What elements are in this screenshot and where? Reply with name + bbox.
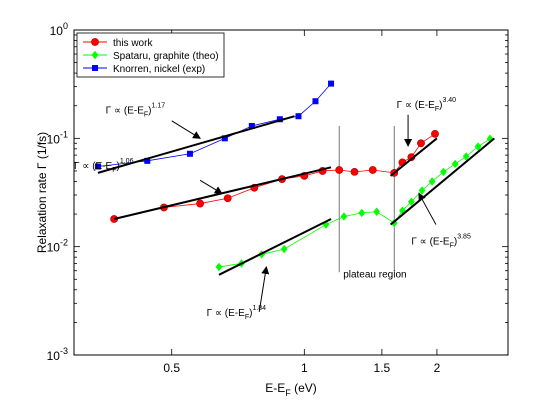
series-point bbox=[358, 208, 366, 218]
legend-marker bbox=[91, 50, 99, 60]
x-tick-label: 1.5 bbox=[374, 361, 391, 375]
series-point bbox=[144, 157, 151, 164]
series-point bbox=[431, 129, 439, 138]
y-axis-title: Relaxation rate Γ (1/fs) bbox=[35, 132, 49, 253]
y-tick-label: 10-3 bbox=[47, 346, 68, 363]
plateau-region-label: plateau region bbox=[343, 269, 406, 280]
series-point bbox=[407, 197, 415, 206]
x-tick-label: 2 bbox=[434, 361, 441, 375]
series-point bbox=[248, 122, 255, 129]
power-law-annotation: Γ ∝ (E-EF)1.17 bbox=[106, 102, 166, 118]
series-point bbox=[186, 150, 193, 157]
series-point bbox=[94, 163, 101, 170]
series-point bbox=[196, 199, 205, 208]
series-point bbox=[428, 177, 436, 186]
y-tick-label: 10-1 bbox=[47, 129, 68, 146]
legend-entry-label: Knorren, nickel (exp) bbox=[113, 64, 205, 75]
series-point bbox=[328, 80, 335, 87]
series-point bbox=[418, 186, 426, 195]
fit-line bbox=[218, 218, 332, 276]
series-point bbox=[474, 142, 482, 151]
series-point bbox=[295, 113, 302, 120]
annotation-arrow bbox=[418, 192, 437, 225]
plot-area bbox=[74, 30, 508, 355]
series-point bbox=[280, 244, 288, 254]
series-point bbox=[368, 166, 377, 174]
x-tick-label: 0.5 bbox=[163, 361, 180, 375]
annotation-arrow bbox=[258, 265, 270, 312]
power-law-annotation: Γ ∝ (E-EF)1.06 bbox=[74, 158, 134, 174]
annotation-arrow bbox=[199, 179, 223, 194]
power-law-annotation: Γ ∝ (E-EF)3.85 bbox=[411, 233, 471, 249]
series-point bbox=[350, 167, 359, 176]
annotation-arrow bbox=[171, 120, 201, 139]
series-point bbox=[276, 116, 283, 123]
series-point bbox=[417, 139, 425, 148]
axes-frame bbox=[73, 29, 509, 356]
legend-marker bbox=[91, 38, 99, 46]
series-point bbox=[221, 135, 228, 142]
series-point bbox=[335, 166, 344, 174]
series-point bbox=[451, 159, 459, 169]
y-tick-label: 10-2 bbox=[47, 238, 68, 255]
fit-line bbox=[389, 137, 438, 177]
series-point bbox=[462, 152, 470, 161]
legend-marker bbox=[92, 65, 98, 71]
x-tick-label: 1 bbox=[301, 361, 308, 375]
y-tick-label: 100 bbox=[50, 21, 68, 38]
series-line bbox=[114, 133, 436, 220]
fit-line bbox=[389, 137, 495, 226]
legend-entry-label: Spataru, graphite (theo) bbox=[113, 51, 219, 62]
power-law-annotation: Γ ∝ (E-EF)3.40 bbox=[397, 97, 457, 113]
series-point bbox=[440, 167, 447, 177]
series-point bbox=[223, 194, 232, 203]
x-axis-title: E-EF (eV) bbox=[265, 381, 317, 398]
legend-entry-label: this work bbox=[113, 38, 153, 49]
series-point bbox=[312, 98, 319, 105]
series-point bbox=[340, 212, 348, 221]
fit-line bbox=[97, 115, 295, 174]
series-point bbox=[215, 262, 223, 272]
series-point bbox=[373, 207, 381, 216]
